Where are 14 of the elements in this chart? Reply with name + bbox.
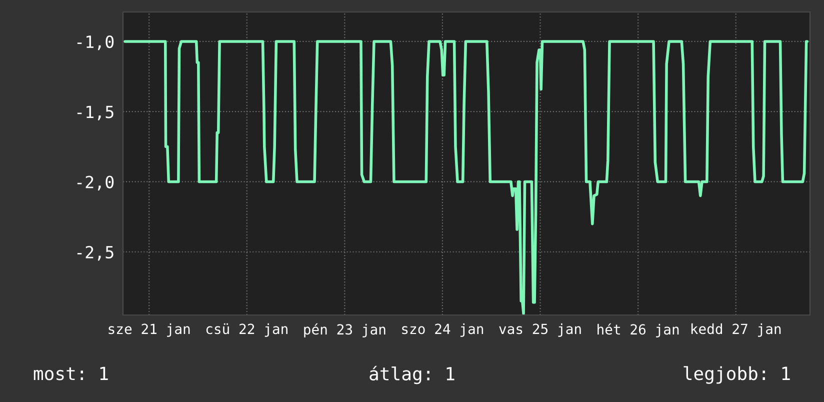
x-tick-label: vas 25 jan	[499, 323, 581, 337]
text: legjobb: 1	[684, 366, 790, 384]
y-tick-label: -1,0	[77, 35, 114, 50]
x-tick-label: hét 26 jan	[598, 323, 679, 338]
text: most: 1	[34, 366, 108, 380]
x-tick-label: sze 21 jan	[108, 323, 190, 337]
x-tick-label: pén 23 jan	[304, 323, 386, 338]
text: átlag: 1	[370, 366, 454, 384]
y-tick-label: -2,5	[77, 246, 114, 261]
x-tick-label: szo 24 jan	[402, 323, 484, 337]
x-tick-label: kedd 27 jan	[691, 323, 781, 337]
x-tick-label: csü 22 jan	[206, 323, 288, 337]
y-tick-label: -2,0	[77, 176, 114, 190]
y-tick-label: -1,5	[77, 106, 114, 120]
